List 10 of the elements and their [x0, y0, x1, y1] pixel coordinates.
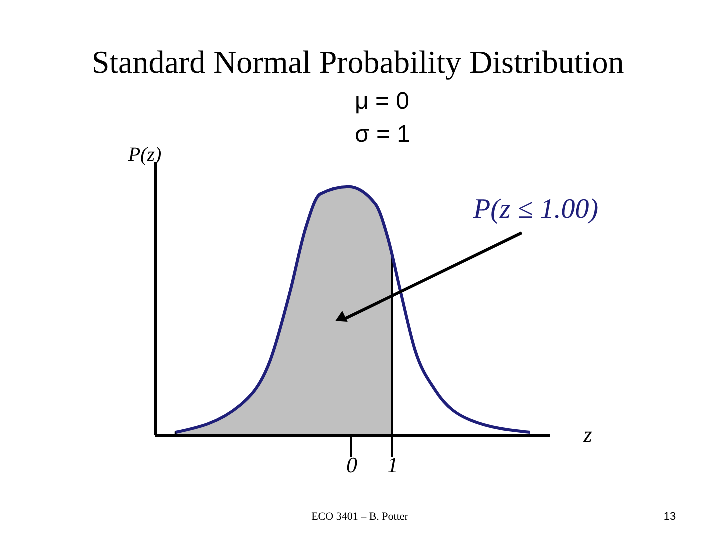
y-axis-title: P(z) [127, 144, 162, 166]
x-tick-label: 0 [346, 452, 358, 478]
text: ECO 3401 – B. Potter [312, 511, 409, 523]
chart-title: Standard Normal Probability Distribution [92, 44, 624, 80]
text: σ = 1 [355, 121, 411, 148]
x-tick-label: 1 [387, 452, 398, 478]
annotation: P(z ≤ 1.00) [472, 194, 599, 225]
x-axis-title: z [582, 422, 593, 447]
text: μ = 0 [355, 88, 410, 115]
text: 13 [664, 511, 676, 523]
